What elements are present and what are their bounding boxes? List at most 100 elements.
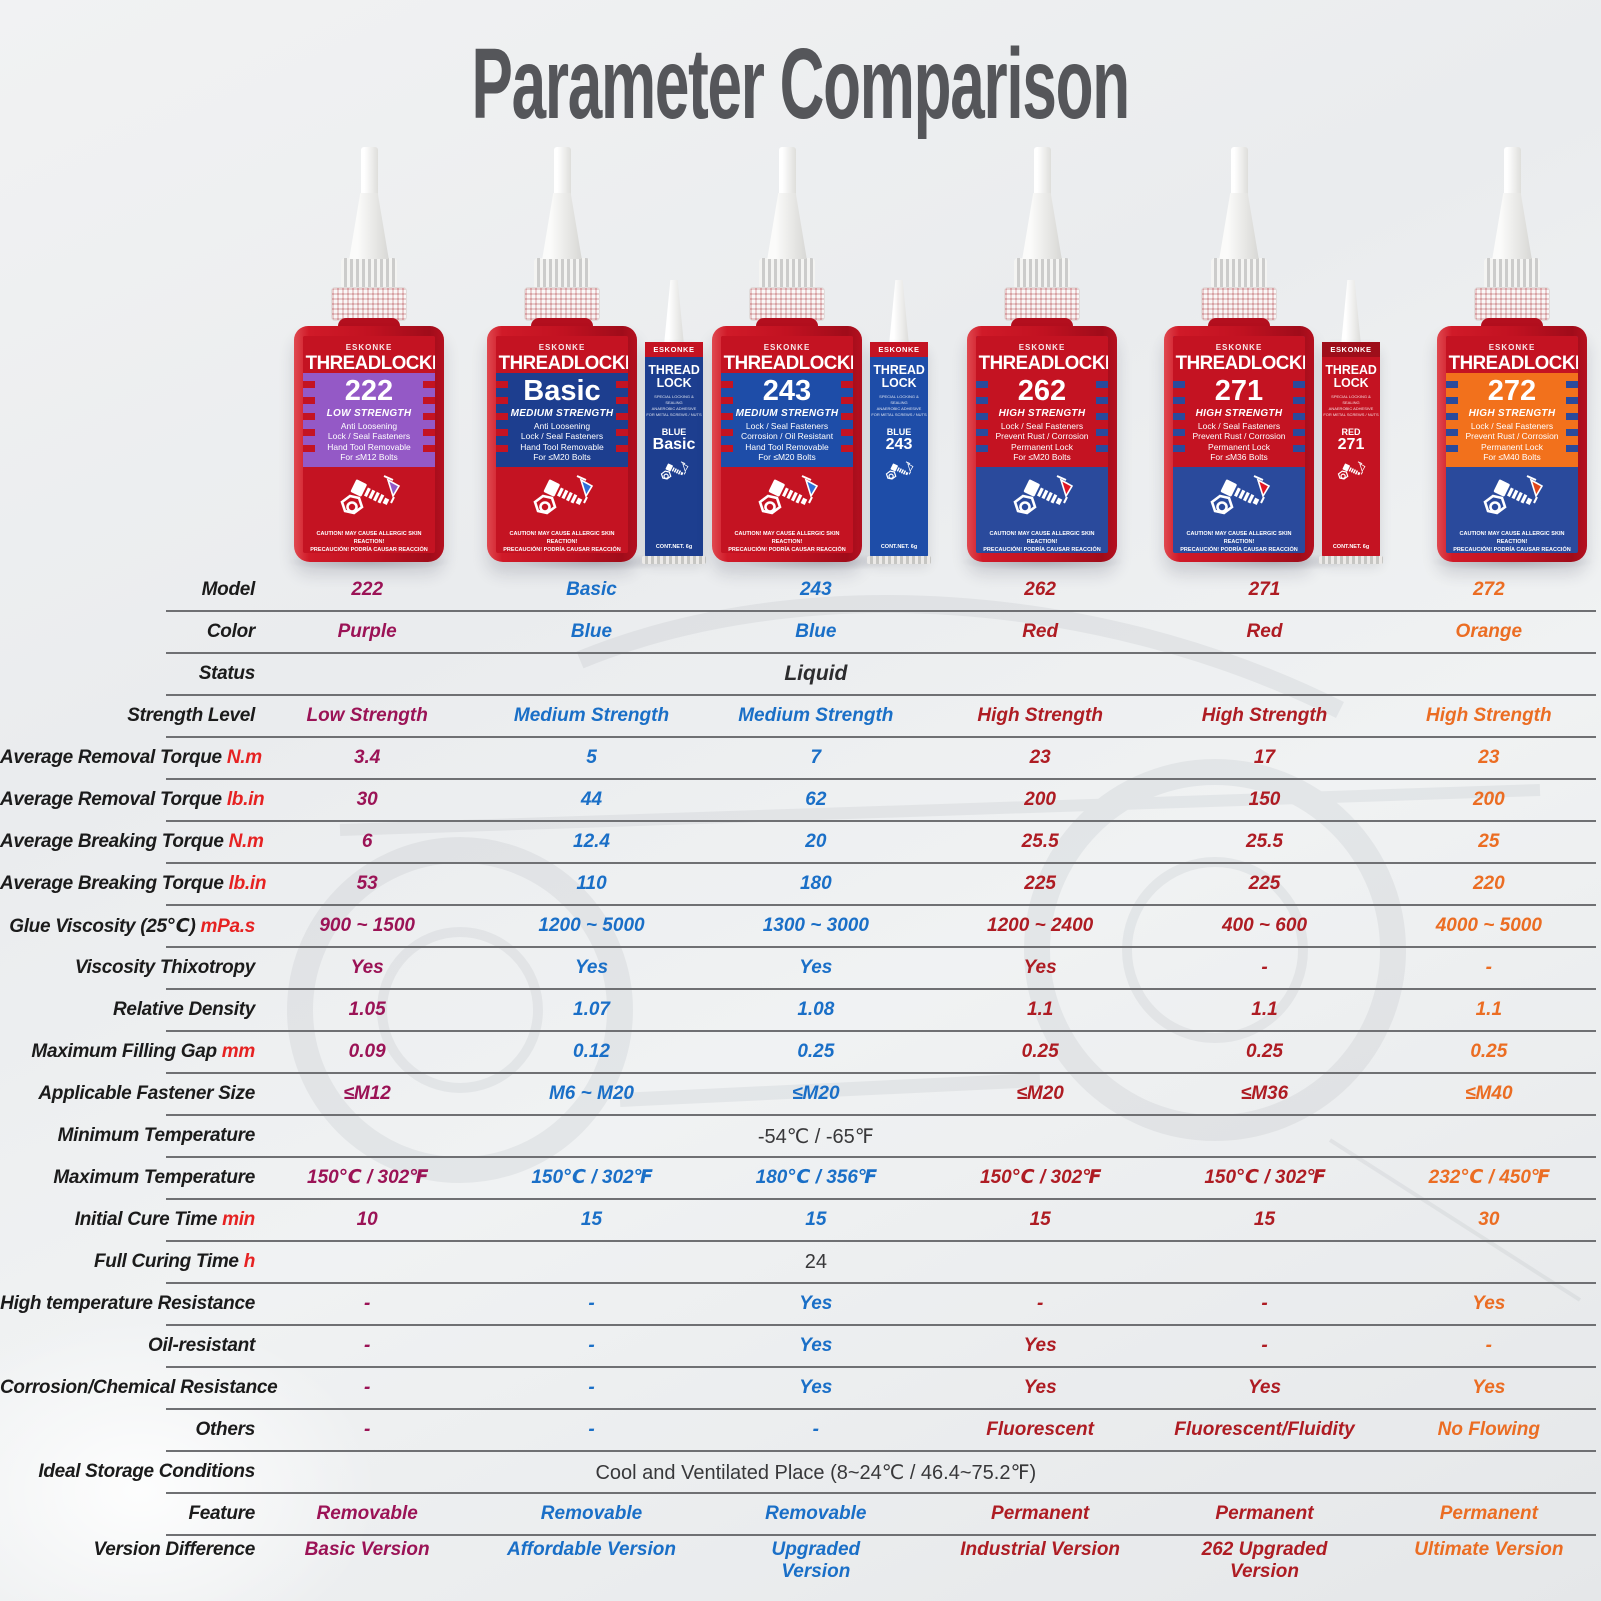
table-cell: Removable bbox=[316, 1503, 418, 1525]
bottle-body: ESKONKETHREADLOCKER262HIGH STRENGTHLock … bbox=[967, 326, 1117, 562]
tube-model: 243 bbox=[885, 436, 913, 453]
product-243: ESKONKETHREADLOCKER243MEDIUM STRENGTHLoc… bbox=[712, 147, 931, 572]
table-cell: 180℃ / 356℉ bbox=[755, 1167, 876, 1189]
bottle-clear-ring-icon bbox=[1474, 287, 1550, 321]
table-cell: - bbox=[588, 1419, 595, 1441]
feature-line: Lock / Seal Fasteners bbox=[1197, 420, 1281, 431]
tube-color-word: BLUE bbox=[661, 427, 687, 437]
tube-basic: ESKONKE THREAD LOCK SPECIAL LOCKING & SEAL… bbox=[642, 280, 706, 564]
label-band: Basic MEDIUM STRENGTH Anti Loosening Lock /… bbox=[496, 373, 628, 468]
row-label: Average Removal Torque lb.in bbox=[0, 789, 265, 811]
table-cell: No Flowing bbox=[1437, 1419, 1540, 1441]
row-label-text: High temperature Resistance bbox=[0, 1293, 255, 1314]
row-unit: mm bbox=[221, 1041, 256, 1062]
strength-level: LOW STRENGTH bbox=[326, 407, 412, 419]
caution-line: CAUTION! MAY CAUSE ALLERGIC SKIN REACTIO… bbox=[734, 531, 840, 546]
table-cell: 25 bbox=[1478, 831, 1500, 853]
row-label-text: Relative Density bbox=[113, 999, 255, 1020]
table-cell: - bbox=[364, 1335, 371, 1357]
table-cell: Medium Strength bbox=[738, 705, 894, 727]
table-cell: 225 bbox=[1248, 873, 1281, 895]
tube-brand: ESKONKE bbox=[645, 342, 703, 357]
label-top: ESKONKETHREADLOCKER bbox=[721, 336, 853, 373]
row-label: Relative Density bbox=[0, 999, 255, 1021]
table-cell: ≤M12 bbox=[343, 1083, 391, 1105]
table-cell: Yes bbox=[350, 957, 384, 979]
row-label: Initial Cure Time min bbox=[0, 1209, 256, 1231]
table-cell: Yes bbox=[574, 957, 609, 979]
product-272: ESKONKETHREADLOCKER272HIGH STRENGTHLock … bbox=[1422, 147, 1601, 572]
bottle-basic: ESKONKETHREADLOCKERBasicMEDIUM STRENGTHA… bbox=[487, 147, 637, 562]
row-label: Version Difference bbox=[0, 1539, 256, 1561]
table-cell: 6 bbox=[361, 831, 373, 853]
bolt-syringe-icon bbox=[533, 475, 594, 515]
table-cell: Yes bbox=[1247, 1377, 1282, 1399]
table-cell: Removable bbox=[540, 1503, 643, 1525]
feature-lines: Lock / Seal Fasteners Corrosion / Oil Res… bbox=[721, 421, 853, 462]
table-cell: - bbox=[1485, 957, 1492, 979]
bottle-nozzle-tip-icon bbox=[553, 147, 571, 195]
table-cell: Blue bbox=[795, 621, 837, 643]
table-cell: - bbox=[364, 1293, 371, 1315]
tube-title: THREAD LOCK bbox=[1325, 362, 1377, 390]
table-cell: Fluorescent bbox=[986, 1419, 1094, 1441]
label-band: 222 LOW STRENGTH Anti Loosening Lock / Seal… bbox=[303, 373, 435, 468]
row-label-text: Initial Cure Time bbox=[74, 1209, 218, 1230]
feature-lines: Lock / Seal Fasteners Prevent Rust / Corr… bbox=[976, 421, 1108, 462]
table-cell: Permanent bbox=[1439, 1503, 1538, 1525]
table-cell: Basic bbox=[566, 579, 617, 601]
table-cell: - bbox=[1036, 1293, 1044, 1315]
table-row-oil-resistant: Oil-resistant - - Yes Yes - - bbox=[0, 1325, 1601, 1368]
caution-line: PRECAUCIÓN! PODRÍA CAUSAR REACCIÓN bbox=[310, 546, 428, 553]
table-row-maximum-filling-gap: Maximum Filling Gap mm 0.09 0.12 0.25 0.25 0.… bbox=[0, 1031, 1601, 1074]
bolt-syringe-icon bbox=[758, 475, 819, 515]
table-row-glue-viscosity-25: Glue Viscosity (25℃) mPa.s 900 ~ 1500 1200… bbox=[0, 905, 1601, 948]
row-label: Average Removal Torque N.m bbox=[0, 747, 262, 769]
table-cell: 110 bbox=[576, 873, 607, 895]
bolt-syringe-icon bbox=[1337, 461, 1366, 480]
feature-line: For ≤M20 Bolts bbox=[533, 451, 591, 462]
tube-cap-icon bbox=[664, 280, 684, 344]
row-unit: h bbox=[243, 1251, 256, 1272]
product-name: THREADLOCKER bbox=[1448, 352, 1578, 374]
feature-line: Lock / Seal Fasteners bbox=[520, 431, 604, 442]
feature-line: For ≤M20 Bolts bbox=[758, 451, 816, 462]
tube-271: ESKONKE THREAD LOCK SPECIAL LOCKING & SEAL… bbox=[1319, 280, 1383, 564]
feature-line: Prevent Rust / Corrosion bbox=[1192, 431, 1286, 442]
bottle-243: ESKONKETHREADLOCKER243MEDIUM STRENGTHLoc… bbox=[712, 147, 862, 562]
row-span-value: Liquid bbox=[784, 662, 848, 685]
table-cell: - bbox=[1261, 1293, 1268, 1315]
table-cell: Low Strength bbox=[306, 705, 428, 727]
tube-brand: ESKONKE bbox=[870, 342, 928, 357]
bottle-272: ESKONKETHREADLOCKER272HIGH STRENGTHLock … bbox=[1437, 147, 1587, 562]
table-cell: 1.1 bbox=[1251, 999, 1278, 1021]
row-label: Applicable Fastener Size bbox=[0, 1083, 255, 1105]
bottle-nozzle-cone-icon bbox=[1492, 193, 1532, 259]
bottle-cap-icon bbox=[1211, 258, 1267, 288]
row-label-text: Color bbox=[206, 621, 255, 642]
table-cell: 262 bbox=[1024, 579, 1056, 601]
table-row-others: Others - - - Fluorescent Fluorescent/Fluidity… bbox=[0, 1409, 1601, 1452]
feature-line: Permanent Lock bbox=[1481, 441, 1543, 452]
feature-line: Lock / Seal Fasteners bbox=[1470, 420, 1554, 431]
row-label: Model bbox=[0, 579, 256, 601]
bottle-clear-ring-icon bbox=[1004, 287, 1080, 321]
table-cell: 150℃ / 302℉ bbox=[307, 1167, 428, 1189]
table-cell: Upgraded Version bbox=[771, 1539, 861, 1582]
table-cell: 3.4 bbox=[353, 747, 381, 769]
bottle-cap-icon bbox=[534, 258, 590, 288]
table-cell: 1200 ~ 5000 bbox=[538, 915, 645, 937]
bottle-body: ESKONKETHREADLOCKER271HIGH STRENGTHLock … bbox=[1164, 326, 1314, 562]
caution-line: CAUTION! MAY CAUSE ALLERGIC SKIN REACTIO… bbox=[1459, 531, 1565, 546]
table-row-corrosion-chemical-resistance: Corrosion/Chemical Resistance - - Yes Yes Yes… bbox=[0, 1367, 1601, 1410]
bottle-nozzle-tip-icon bbox=[1503, 147, 1521, 195]
table-row-feature: Feature Removable Removable Removable Perman… bbox=[0, 1493, 1601, 1536]
table-cell: Yes bbox=[799, 1377, 833, 1399]
brand-name: ESKONKE bbox=[538, 343, 586, 352]
bottle-nozzle-cone-icon bbox=[349, 193, 389, 259]
table-cell: - bbox=[1261, 1335, 1268, 1357]
feature-lines: Anti Loosening Lock / Seal Fasteners Hand … bbox=[496, 421, 628, 462]
table-cell: Ultimate Version bbox=[1414, 1539, 1564, 1560]
table-cell: 1.1 bbox=[1475, 999, 1503, 1021]
